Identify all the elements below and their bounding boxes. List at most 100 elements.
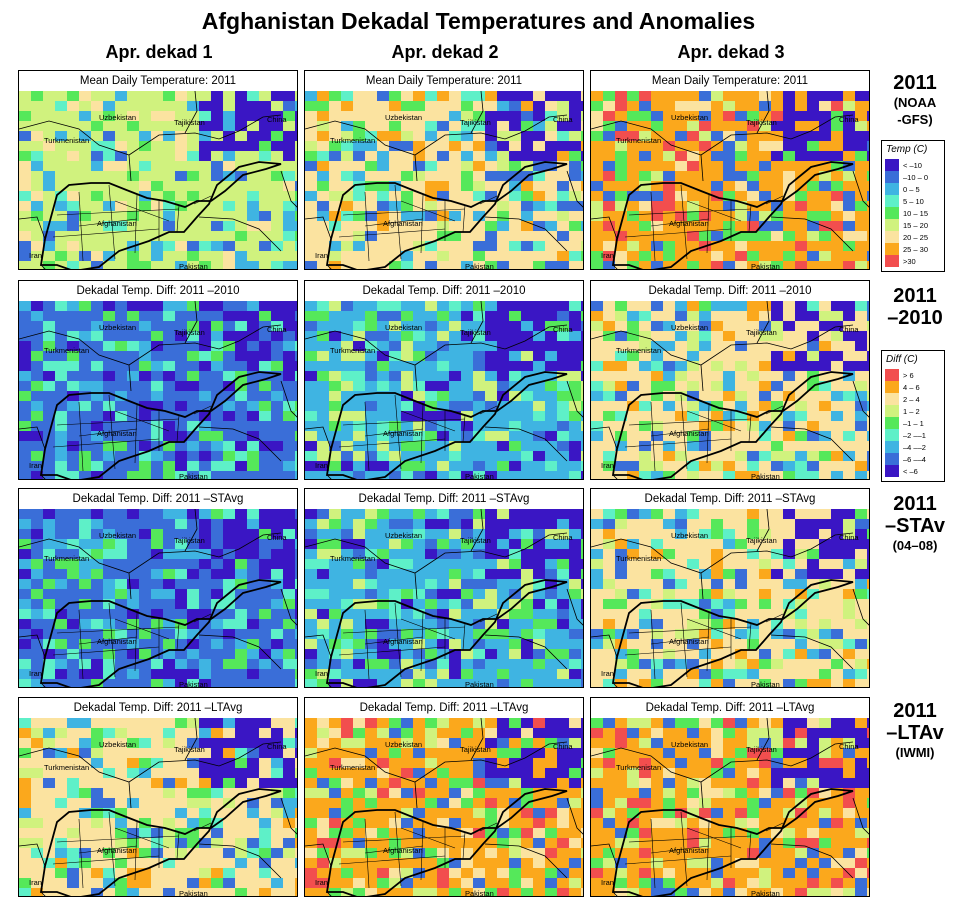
map-grid-cell bbox=[557, 141, 569, 151]
map-grid-cell bbox=[353, 391, 365, 401]
map-grid-cell bbox=[223, 181, 235, 191]
map-grid-cell bbox=[341, 828, 353, 838]
place-label-uzbekistan: Uzbekistan bbox=[671, 531, 708, 540]
map-grid-cell bbox=[615, 111, 627, 121]
map-grid-cell bbox=[259, 431, 271, 441]
map-grid-cell bbox=[735, 141, 747, 151]
province-border bbox=[193, 195, 212, 205]
map-grid-cell bbox=[711, 351, 723, 361]
map-grid-cell bbox=[819, 401, 831, 411]
map-grid-cell bbox=[211, 371, 223, 381]
map-grid-cell bbox=[353, 111, 365, 121]
map-grid-cell bbox=[247, 361, 259, 371]
map-grid-cell bbox=[175, 559, 187, 569]
map-grid-cell bbox=[151, 639, 163, 649]
map-grid-cell bbox=[19, 549, 31, 559]
map-grid-cell bbox=[211, 768, 223, 778]
map-grid-cell bbox=[389, 191, 401, 201]
map-grid-cell bbox=[317, 91, 329, 101]
map-grid-cell bbox=[497, 441, 509, 451]
place-label-tajikistan: Tajikistan bbox=[460, 536, 491, 545]
map-grid-cell bbox=[295, 181, 297, 191]
map-grid-cell bbox=[545, 391, 557, 401]
map-grid-cell bbox=[329, 391, 341, 401]
map-grid-cell bbox=[103, 828, 115, 838]
map-grid-cell bbox=[223, 391, 235, 401]
map-grid-cell bbox=[341, 798, 353, 808]
map-grid-cell bbox=[151, 609, 163, 619]
map-grid-cell bbox=[259, 788, 271, 798]
map-grid-cell bbox=[545, 509, 557, 519]
map-grid-cell bbox=[247, 868, 259, 878]
map-grid-cell bbox=[43, 748, 55, 758]
map-grid-cell bbox=[663, 381, 675, 391]
map-grid-cell bbox=[437, 251, 449, 261]
map-grid-cell bbox=[103, 361, 115, 371]
province-border bbox=[420, 612, 424, 672]
map-grid-cell bbox=[473, 251, 485, 261]
map-grid-cell bbox=[521, 201, 533, 211]
map-grid-cell bbox=[831, 221, 843, 231]
map-grid-cell bbox=[235, 211, 247, 221]
map-grid-cell bbox=[723, 241, 735, 251]
map-grid-cell bbox=[675, 121, 687, 131]
map-grid-cell bbox=[341, 579, 353, 589]
map-grid-cell bbox=[569, 539, 581, 549]
map-grid-cell bbox=[31, 351, 43, 361]
map-grid-cell bbox=[795, 151, 807, 161]
map-grid-cell bbox=[675, 171, 687, 181]
map-grid-cell bbox=[533, 411, 545, 421]
map-grid-cell bbox=[807, 539, 819, 549]
map-grid-cell bbox=[317, 221, 329, 231]
map-grid-cell bbox=[533, 151, 545, 161]
map-grid-cell bbox=[615, 391, 627, 401]
map-grid-cell bbox=[19, 748, 31, 758]
map-grid-cell bbox=[831, 559, 843, 569]
map-grid-cell bbox=[497, 341, 509, 351]
map-grid-cell bbox=[247, 778, 259, 788]
map-grid-cell bbox=[31, 758, 43, 768]
map-grid-cell bbox=[735, 461, 747, 471]
map-grid-cell bbox=[187, 441, 199, 451]
place-label-turkmenistan: Turkmenistan bbox=[616, 346, 661, 355]
map-grid-cell bbox=[699, 579, 711, 589]
map-grid-cell bbox=[271, 91, 283, 101]
map-grid-cell bbox=[103, 141, 115, 151]
map-grid-cell bbox=[867, 579, 869, 589]
map-grid-cell bbox=[771, 659, 783, 669]
map-grid-cell bbox=[305, 371, 317, 381]
map-grid-cell bbox=[271, 888, 283, 896]
map-grid-cell bbox=[675, 659, 687, 669]
map-grid-cell bbox=[843, 679, 855, 687]
map-grid-cell bbox=[675, 371, 687, 381]
map-grid-cell bbox=[353, 441, 365, 451]
map-grid-cell bbox=[413, 838, 425, 848]
map-grid-cell bbox=[271, 341, 283, 351]
map-grid-cell bbox=[401, 808, 413, 818]
map-grid-cell bbox=[67, 311, 79, 321]
map-grid-cell bbox=[819, 241, 831, 251]
map-grid-cell bbox=[699, 261, 711, 269]
map-grid-cell bbox=[581, 649, 583, 659]
map-grid-cell bbox=[67, 619, 79, 629]
map-grid-cell bbox=[413, 718, 425, 728]
map-grid-cell bbox=[283, 201, 295, 211]
place-label-uzbekistan: Uzbekistan bbox=[385, 113, 422, 122]
map-grid-cell bbox=[329, 868, 341, 878]
map-grid-cell bbox=[771, 391, 783, 401]
province-border bbox=[686, 410, 742, 432]
map-grid-cell bbox=[831, 589, 843, 599]
map-grid-cell bbox=[461, 788, 473, 798]
map-panel-r2-c3: Dekadal Temp. Diff: 2011 –2010 Uzbekistan… bbox=[590, 280, 870, 480]
map-grid-cell bbox=[211, 171, 223, 181]
map-grid-cell bbox=[675, 649, 687, 659]
map-grid-cell bbox=[377, 519, 389, 529]
map-grid-cell bbox=[461, 311, 473, 321]
map-grid-cell bbox=[485, 311, 497, 321]
map-grid-cell bbox=[461, 211, 473, 221]
map-grid-cell bbox=[581, 111, 583, 121]
map-grid-cell bbox=[497, 351, 509, 361]
map-grid-cell bbox=[43, 361, 55, 371]
map-grid-cell bbox=[401, 758, 413, 768]
